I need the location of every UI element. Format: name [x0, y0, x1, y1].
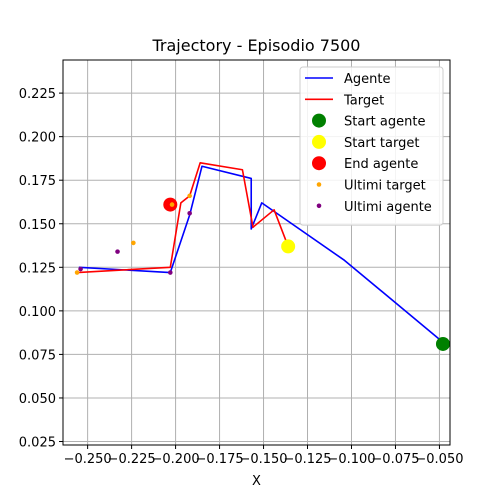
- marker-start-agente: [435, 336, 450, 351]
- legend-swatch-end-agente: [312, 156, 326, 171]
- y-tick-label: 0.175: [19, 174, 56, 189]
- legend-label-start-agente: Start agente: [344, 115, 425, 130]
- y-tick-label: 0.025: [19, 436, 56, 451]
- marker-ultimi-agente: [187, 211, 192, 216]
- marker-ultimi-agente: [168, 270, 173, 275]
- series-line-agente: [78, 165, 444, 343]
- legend-box: [299, 66, 444, 226]
- y-tick-label: 0.150: [19, 218, 56, 233]
- y-tick-label: 0.225: [19, 87, 56, 102]
- x-axis-label: X: [252, 474, 261, 489]
- y-tick-label: 0.075: [19, 348, 56, 363]
- legend-swatch-ultimi-agente: [316, 203, 322, 209]
- legend-label-ultimi-agente: Ultimi agente: [344, 200, 432, 215]
- legend: Agente Target Start agente Start target End …: [299, 66, 444, 226]
- marker-ultimi-agente: [78, 266, 83, 272]
- y-tick-label: 0.200: [19, 131, 56, 146]
- legend-label-target: Target: [343, 93, 384, 108]
- chart-title: Trajectory - Episodio 7500: [152, 36, 361, 55]
- x-tick-label: −0.100: [327, 452, 375, 467]
- legend-label-start-target: Start target: [344, 136, 419, 151]
- x-tick-label: −0.050: [415, 452, 463, 467]
- x-tick-label: −0.150: [239, 452, 287, 467]
- y-tick-label: 0.050: [19, 392, 56, 407]
- legend-label-agente: Agente: [344, 72, 390, 87]
- legend-swatch-start-agente: [312, 113, 326, 128]
- x-tick-label: −0.250: [64, 452, 112, 467]
- series-line-target: [77, 161, 289, 274]
- legend-label-end-agente: End agente: [344, 157, 418, 172]
- legend-label-ultimi-target: Ultimi target: [344, 179, 426, 194]
- marker-ultimi-target: [169, 202, 175, 207]
- y-tick-label: 0.100: [19, 305, 56, 320]
- marker-ultimi-agente: [115, 249, 120, 254]
- x-tick-label: −0.075: [371, 452, 419, 467]
- x-tick-label: −0.175: [196, 452, 244, 467]
- x-tick-label: −0.225: [108, 452, 156, 467]
- legend-swatch-ultimi-target: [316, 182, 322, 187]
- marker-ultimi-target: [131, 240, 136, 246]
- y-tick-label: 0.125: [19, 261, 56, 276]
- x-tick-label: −0.125: [283, 452, 331, 467]
- legend-swatch-start-target: [312, 134, 326, 149]
- y-axis-ticks: 0.025 0.050 0.075 0.100 0.125 0.150 0.175 0.200…: [19, 87, 63, 451]
- plot-area-frame: [62, 59, 451, 446]
- series-layer: [74, 161, 450, 351]
- x-tick-label: −0.200: [152, 452, 200, 467]
- marker-ultimi-target: [187, 193, 192, 199]
- x-axis-ticks: −0.250−0.225−0.200−0.175−0.150−0.125−0.1…: [64, 445, 464, 467]
- marker-ultimi-target: [74, 270, 80, 275]
- marker-start-target: [281, 239, 296, 254]
